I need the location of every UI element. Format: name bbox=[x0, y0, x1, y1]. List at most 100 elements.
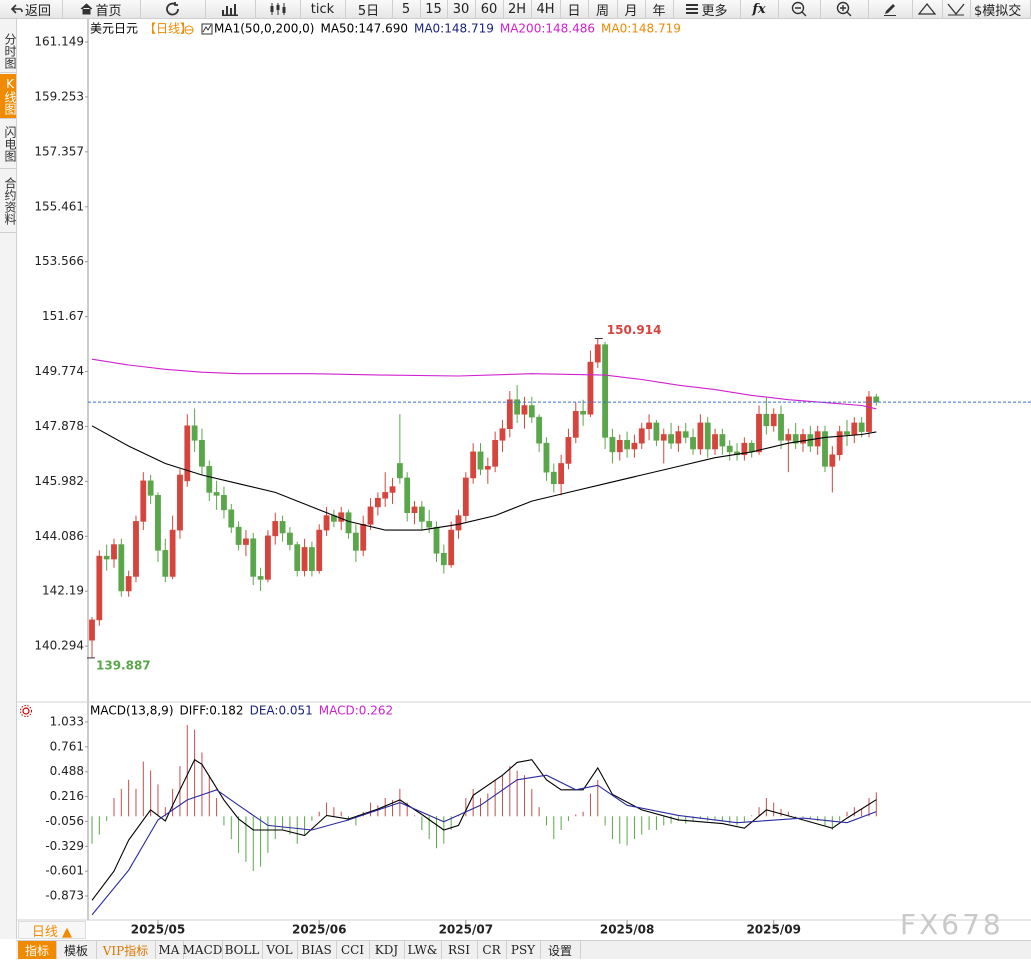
candle-body bbox=[800, 434, 806, 444]
y-tick-label: 157.357 bbox=[34, 144, 84, 158]
up-button[interactable] bbox=[912, 0, 943, 18]
icon bbox=[791, 1, 807, 17]
indicator-icon[interactable] bbox=[201, 23, 213, 35]
legend-toggle-icon[interactable] bbox=[184, 25, 194, 35]
formula-button[interactable]: fx bbox=[740, 0, 779, 18]
side-tabs: 分时图 K线图 闪电图 合约资料 bbox=[0, 19, 17, 939]
draw-button[interactable] bbox=[868, 0, 913, 18]
y-tick-label: 142.19 bbox=[42, 584, 84, 598]
period-button[interactable]: 日 bbox=[560, 0, 589, 18]
candle-body bbox=[704, 422, 711, 450]
candle-body bbox=[565, 437, 572, 464]
candle-body bbox=[572, 411, 579, 438]
candle-body bbox=[550, 471, 557, 485]
candle-body bbox=[433, 526, 440, 554]
refresh-button[interactable] bbox=[140, 0, 206, 18]
down-button[interactable] bbox=[942, 0, 971, 18]
indicator-tab[interactable]: BOLL bbox=[222, 941, 263, 959]
home-button[interactable]: 首页 bbox=[62, 0, 141, 18]
candle-body bbox=[191, 425, 198, 441]
candle-body bbox=[851, 422, 858, 435]
period-button[interactable]: 月 bbox=[617, 0, 646, 18]
period-button[interactable]: 30 bbox=[447, 0, 476, 18]
candle-body bbox=[558, 463, 565, 485]
toolbar: 返回 首页 tick 5日 5 15 30 60 2H 4H 日 周 月 年 更… bbox=[0, 0, 1031, 19]
indicator-tab[interactable]: BIAS bbox=[297, 941, 337, 959]
indicator-tab[interactable]: 设置 bbox=[540, 941, 581, 959]
button-label: 周 bbox=[595, 3, 609, 19]
y-tick-label: 0.761 bbox=[50, 739, 84, 753]
candle-body bbox=[111, 544, 117, 560]
candle-body bbox=[323, 515, 330, 531]
period-button[interactable]: 4H bbox=[531, 0, 561, 18]
zoom-out-button[interactable] bbox=[778, 0, 821, 18]
indicator-tab[interactable]: VIP指标 bbox=[96, 941, 156, 959]
period-selector[interactable]: 日线 ▲ bbox=[18, 921, 86, 940]
indicator-tab[interactable]: CCI bbox=[336, 941, 370, 959]
indicator-icon bbox=[202, 24, 212, 33]
period-button[interactable]: 60 bbox=[475, 0, 504, 18]
indicator-tab[interactable]: MA bbox=[155, 941, 184, 959]
candle-body bbox=[741, 442, 748, 456]
period-button[interactable]: 周 bbox=[588, 0, 618, 18]
period-button[interactable]: 5日 bbox=[345, 0, 393, 18]
candle-body bbox=[580, 411, 587, 415]
zoom-in-button[interactable] bbox=[820, 0, 869, 18]
indicator-line bbox=[91, 425, 877, 531]
candle-body bbox=[514, 399, 521, 415]
candle-body bbox=[125, 576, 132, 592]
simulate-button[interactable]: $模拟交 bbox=[970, 0, 1031, 18]
y-tick-label: 0.216 bbox=[50, 789, 84, 803]
button-label: tick bbox=[310, 1, 335, 17]
back-button[interactable]: 返回 bbox=[0, 0, 63, 18]
candle-body bbox=[836, 431, 843, 456]
indicator-tab[interactable]: KDJ bbox=[369, 941, 405, 959]
side-tab[interactable]: 合约资料 bbox=[0, 170, 17, 233]
indicator-tab[interactable]: VOL bbox=[262, 941, 298, 959]
candle-body bbox=[697, 422, 704, 450]
candle-body bbox=[858, 422, 865, 432]
indicator-tab[interactable]: RSI bbox=[441, 941, 478, 959]
indicator-tab[interactable]: LW& bbox=[404, 941, 442, 959]
candle-body bbox=[140, 480, 147, 522]
icon bbox=[918, 2, 936, 15]
indicator-tab[interactable]: 指标 bbox=[18, 941, 57, 959]
candle-body bbox=[712, 434, 718, 450]
period-button[interactable]: 2H bbox=[503, 0, 532, 18]
side-tab[interactable]: K线图 bbox=[0, 74, 17, 119]
min-label: 139.887 bbox=[96, 658, 151, 672]
y-tick-label: 161.149 bbox=[34, 35, 84, 49]
indicator-tab[interactable]: PSY bbox=[506, 941, 541, 959]
indicator-tab[interactable]: 模板 bbox=[56, 941, 97, 959]
candle-body bbox=[785, 434, 792, 441]
x-tick-label: 2025/07 bbox=[439, 923, 493, 937]
candle-body bbox=[374, 497, 381, 508]
period-button[interactable]: 5 bbox=[392, 0, 421, 18]
side-tab[interactable]: 闪电图 bbox=[0, 120, 17, 169]
candle-body bbox=[338, 512, 345, 522]
period-button[interactable]: 年 bbox=[645, 0, 674, 18]
candle-body bbox=[653, 422, 660, 441]
indicator-tab[interactable]: MACD bbox=[182, 941, 223, 959]
period-button[interactable]: tick bbox=[300, 0, 346, 18]
candle-body bbox=[448, 529, 455, 566]
candle-body bbox=[426, 521, 433, 528]
candle-body bbox=[184, 425, 191, 482]
icon bbox=[686, 4, 699, 14]
indicator-line bbox=[91, 774, 877, 916]
indicator-tab[interactable]: CR bbox=[477, 941, 507, 959]
more-button[interactable]: 更多 bbox=[673, 0, 741, 18]
button-label: 5 bbox=[401, 1, 411, 17]
macd-settings-icon[interactable] bbox=[20, 705, 32, 717]
y-tick-label: 155.461 bbox=[34, 199, 84, 213]
candle-chart-button[interactable] bbox=[255, 0, 301, 18]
legend-entry: DEA:0.051 bbox=[250, 704, 313, 718]
candle-body bbox=[763, 413, 770, 427]
bar-chart-button[interactable] bbox=[205, 0, 256, 18]
candle-body bbox=[404, 477, 411, 514]
period-button[interactable]: 15 bbox=[420, 0, 448, 18]
side-tab[interactable]: 分时图 bbox=[0, 29, 17, 73]
candle-body bbox=[624, 439, 630, 450]
